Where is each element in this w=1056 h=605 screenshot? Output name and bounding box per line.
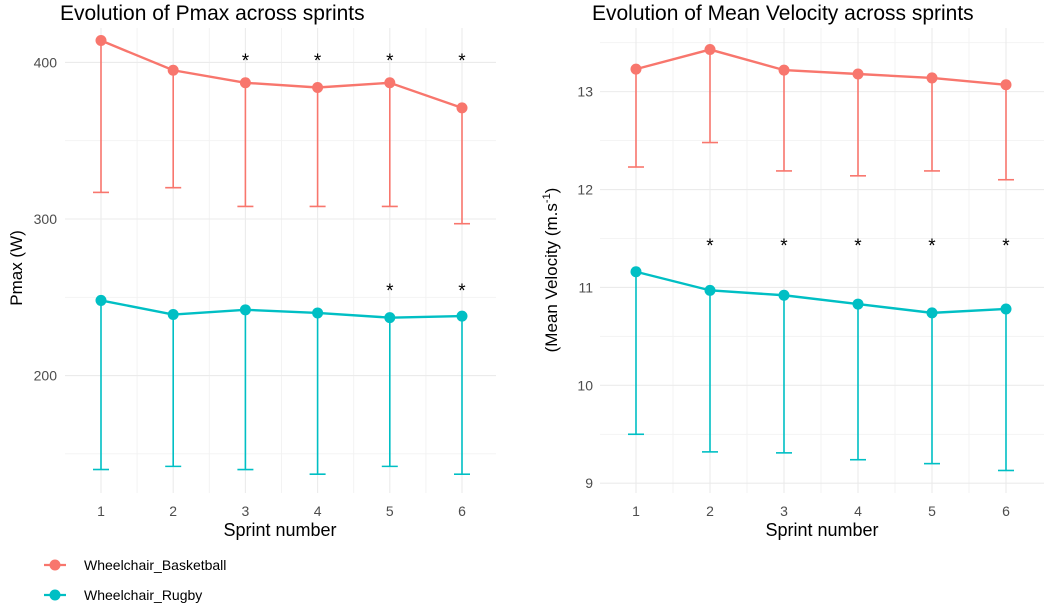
velocity-point-basketball: [778, 64, 790, 76]
pmax-significance-basketball: *: [458, 51, 466, 72]
velocity-significance-rugby: *: [1002, 236, 1010, 257]
velocity-point-rugby: [852, 298, 864, 310]
velocity-significance-rugby: *: [780, 236, 788, 257]
velocity-y-tick-label: 12: [577, 182, 593, 198]
velocity-point-rugby: [704, 284, 716, 296]
velocity-point-basketball: [630, 63, 642, 75]
velocity-x-ticks: 1 2 3 4 5 6: [632, 503, 1010, 519]
pmax-point-basketball: [167, 64, 179, 76]
velocity-y-axis-label-main: (Mean Velocity (m.s: [542, 203, 561, 352]
pmax-y-tick-label: 300: [34, 211, 58, 227]
velocity-significance-rugby: *: [854, 236, 862, 257]
velocity-x-tick-label: 6: [1002, 503, 1010, 519]
velocity-significance-rugby: *: [706, 236, 714, 257]
legend-key-basketball-point: [49, 559, 61, 571]
pmax-significance-basketball: *: [386, 51, 394, 72]
pmax-point-rugby: [95, 294, 107, 306]
legend-item-rugby: Wheelchair_Rugby: [44, 587, 202, 603]
legend-key-rugby-point: [49, 589, 61, 601]
pmax-chart: Evolution of Pmax across sprints * * * * * * …: [7, 2, 496, 540]
velocity-point-basketball: [1000, 79, 1012, 91]
pmax-point-rugby: [239, 304, 251, 316]
pmax-significance-rugby: *: [386, 281, 394, 302]
pmax-significance-rugby: *: [458, 281, 466, 302]
pmax-x-tick-label: 1: [97, 503, 105, 519]
velocity-x-tick-label: 5: [928, 503, 936, 519]
velocity-chart-title: Evolution of Mean Velocity across sprint…: [592, 2, 974, 25]
velocity-y-tick-label: 9: [585, 475, 593, 491]
pmax-x-tick-label: 2: [169, 503, 177, 519]
velocity-x-tick-label: 4: [854, 503, 862, 519]
velocity-y-axis-label-suffix: ): [542, 188, 561, 194]
velocity-series-line-basketball: [635, 48, 1007, 86]
pmax-x-tick-label: 5: [386, 503, 394, 519]
pmax-y-tick-label: 200: [34, 368, 58, 384]
pmax-point-rugby: [384, 312, 396, 324]
velocity-y-ticks: 9 10 11 12 13: [577, 84, 593, 492]
velocity-y-tick-label: 11: [578, 279, 593, 295]
pmax-series-line-rugby: [100, 299, 463, 319]
velocity-point-basketball: [926, 72, 938, 84]
legend: Wheelchair_Basketball Wheelchair_Rugby: [44, 557, 226, 603]
pmax-point-basketball: [95, 35, 107, 47]
pmax-significance-basketball: *: [314, 51, 322, 72]
velocity-point-basketball: [704, 44, 716, 56]
legend-item-basketball: Wheelchair_Basketball: [44, 557, 226, 573]
pmax-point-basketball: [312, 81, 324, 93]
pmax-marks: * * * * * *: [93, 35, 470, 476]
velocity-y-axis-label: (Mean Velocity (m.s-1): [541, 188, 561, 353]
pmax-point-rugby: [456, 310, 468, 322]
velocity-x-tick-label: 1: [632, 503, 640, 519]
pmax-series-line-basketball: [100, 39, 463, 109]
pmax-x-tick-label: 6: [458, 503, 466, 519]
velocity-point-rugby: [630, 266, 642, 278]
legend-label-rugby: Wheelchair_Rugby: [84, 587, 202, 603]
velocity-marks: * * * * *: [628, 44, 1014, 472]
velocity-grid: [600, 28, 1044, 493]
pmax-x-tick-label: 4: [314, 503, 322, 519]
velocity-x-tick-label: 2: [706, 503, 714, 519]
pmax-point-basketball: [384, 77, 396, 89]
velocity-point-rugby: [1000, 303, 1012, 315]
pmax-x-ticks: 1 2 3 4 5 6: [97, 503, 466, 519]
pmax-x-tick-label: 3: [242, 503, 250, 519]
legend-label-basketball: Wheelchair_Basketball: [84, 557, 226, 573]
velocity-y-tick-label: 10: [577, 377, 593, 393]
velocity-y-axis-label-superscript: -1: [541, 193, 553, 203]
velocity-chart: Evolution of Mean Velocity across sprint…: [541, 2, 1044, 540]
pmax-chart-title: Evolution of Pmax across sprints: [60, 2, 365, 25]
pmax-y-tick-label: 400: [34, 54, 58, 70]
velocity-x-axis-label: Sprint number: [765, 520, 878, 540]
velocity-significance-rugby: *: [928, 236, 936, 257]
velocity-point-rugby: [778, 289, 790, 301]
pmax-y-axis-label: Pmax (W): [7, 230, 26, 306]
velocity-series-line-rugby: [635, 270, 1007, 315]
pmax-x-axis-label: Sprint number: [223, 520, 336, 540]
pmax-point-basketball: [456, 102, 468, 114]
velocity-point-rugby: [926, 307, 938, 319]
pmax-point-rugby: [167, 309, 179, 321]
pmax-point-basketball: [239, 77, 251, 89]
pmax-y-ticks: 200 300 400: [34, 54, 58, 383]
pmax-significance-basketball: *: [242, 51, 250, 72]
velocity-x-tick-label: 3: [780, 503, 788, 519]
velocity-point-basketball: [852, 68, 864, 80]
pmax-point-rugby: [312, 307, 324, 319]
velocity-y-tick-label: 13: [577, 84, 593, 100]
